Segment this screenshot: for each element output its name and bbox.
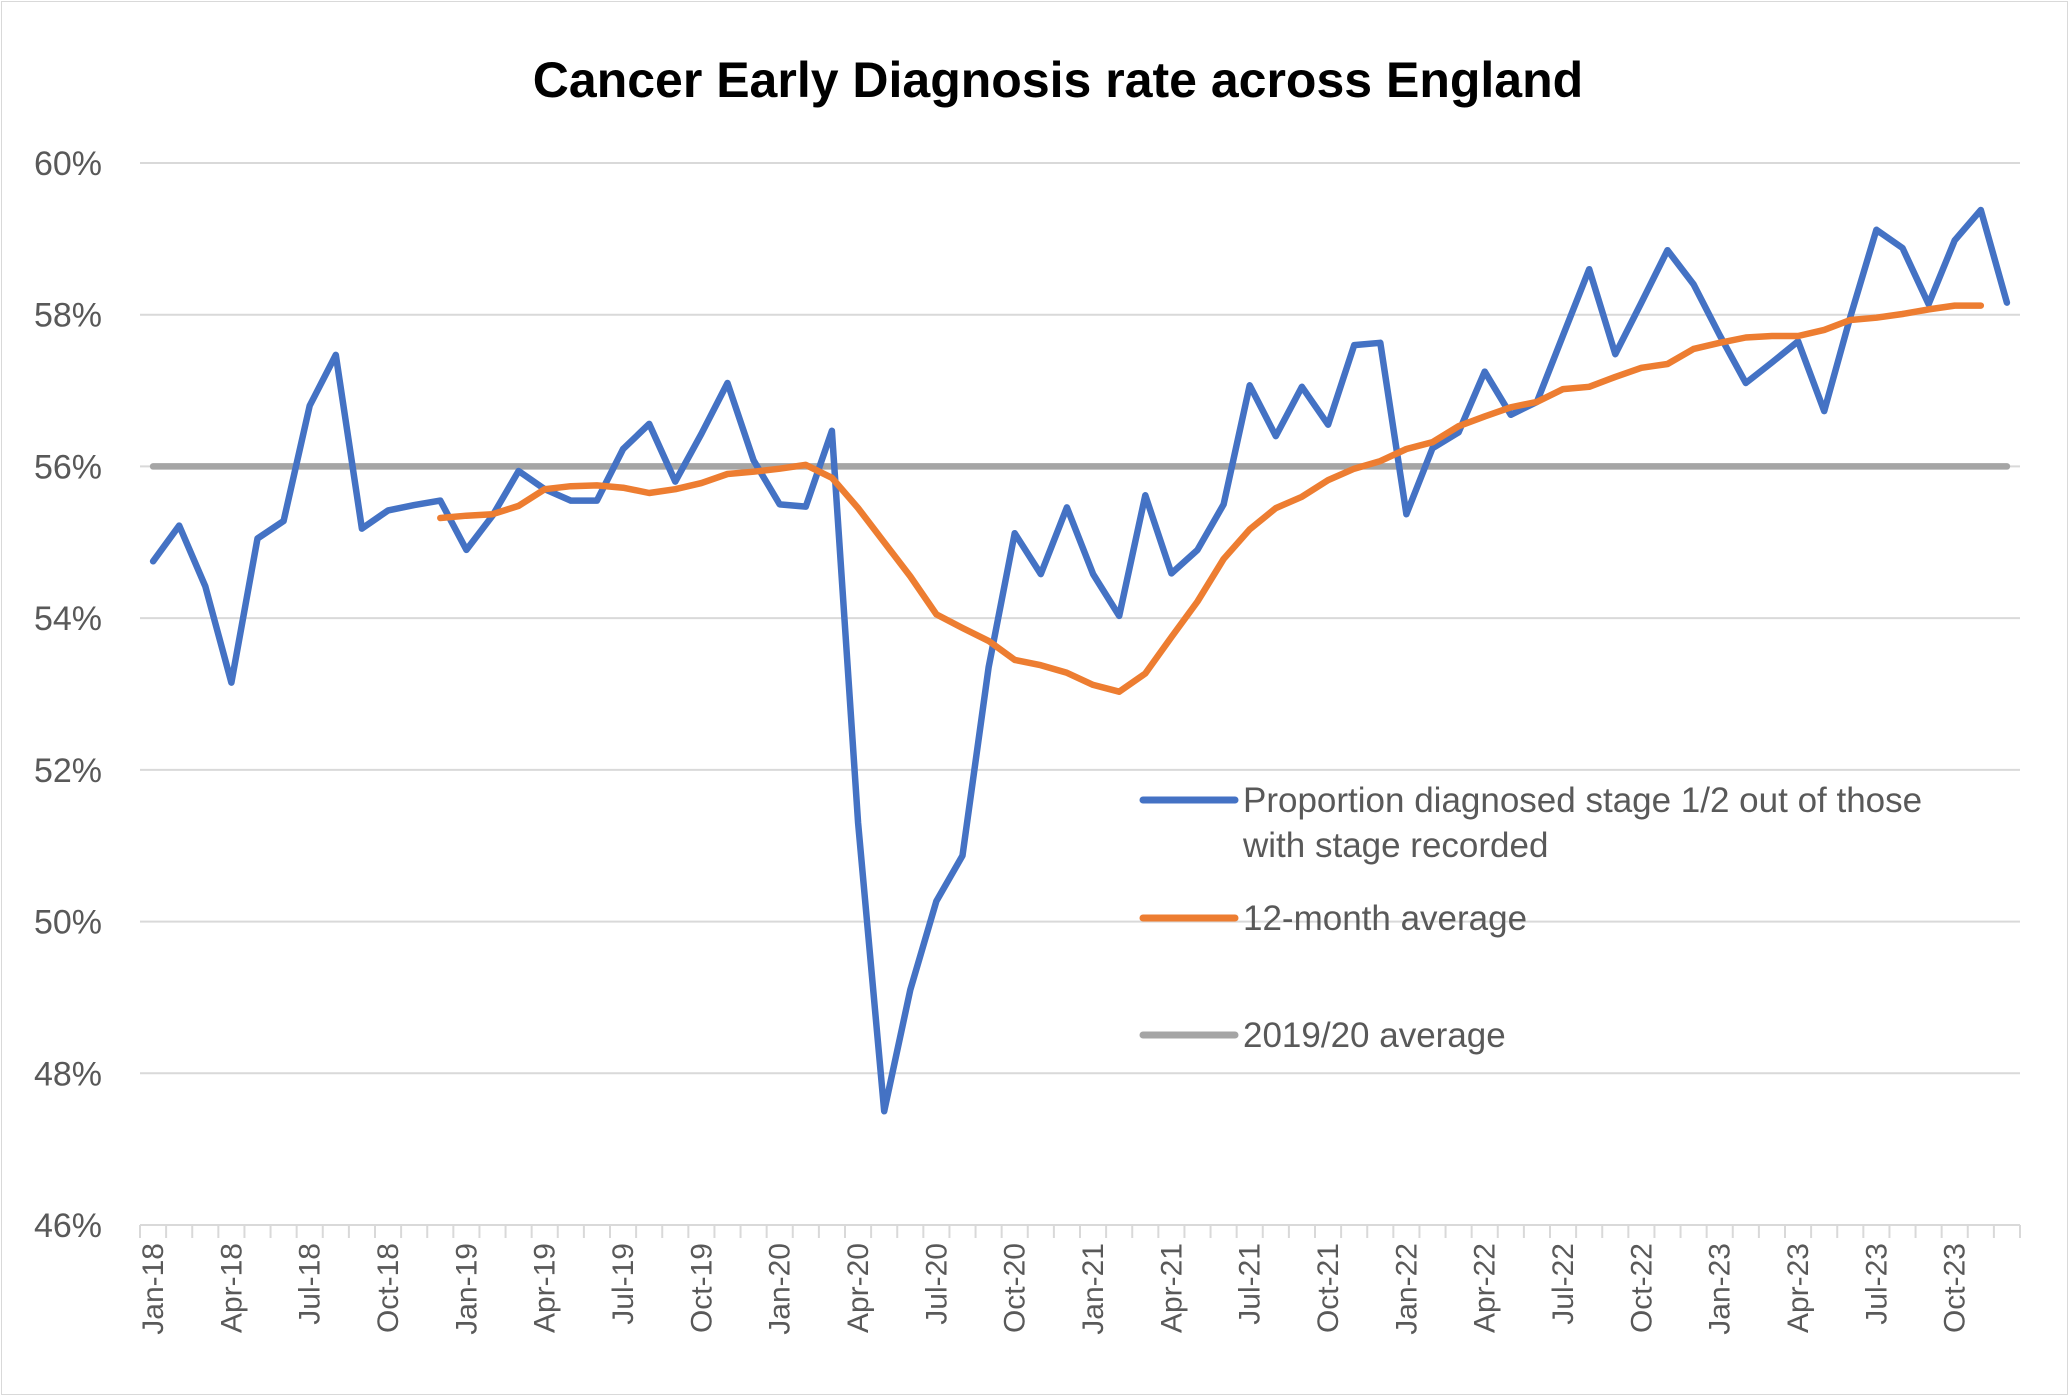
legend-label: 12-month average [1243, 899, 1527, 938]
y-tick-label: 58% [34, 297, 102, 335]
x-tick-label: Jul-19 [607, 1243, 640, 1325]
x-tick-label: Oct-19 [685, 1243, 718, 1333]
x-tick-label: Apr-22 [1469, 1243, 1502, 1333]
x-tick-label: Apr-18 [215, 1243, 248, 1333]
blue-series-line [149, 206, 2011, 1115]
x-tick-label: Jul-23 [1860, 1243, 1893, 1325]
x-tick-label: Jan-23 [1704, 1243, 1737, 1335]
legend: Proportion diagnosed stage 1/2 out of th… [1139, 781, 1922, 1055]
y-tick-label: 48% [34, 1055, 102, 1093]
x-tick-label: Apr-21 [1155, 1243, 1188, 1333]
y-tick-label: 56% [34, 448, 102, 486]
x-tick-label: Oct-22 [1625, 1243, 1658, 1333]
x-tick-label: Jul-20 [920, 1243, 953, 1325]
gridlines [140, 162, 2020, 1075]
y-tick-label: 50% [34, 904, 102, 942]
x-tick-label: Apr-23 [1782, 1243, 1815, 1333]
y-tick-label: 60% [34, 145, 102, 183]
legend-label: Proportion diagnosed stage 1/2 out of th… [1242, 781, 1922, 865]
y-tick-label: 46% [34, 1207, 102, 1245]
x-tick-label: Oct-21 [1312, 1243, 1345, 1333]
x-tick-label: Jan-18 [137, 1243, 170, 1335]
series-lines [149, 206, 2011, 1115]
x-tick-label: Jan-22 [1390, 1243, 1423, 1335]
x-tick-label: Apr-20 [842, 1243, 875, 1333]
x-tick-label: Apr-19 [529, 1243, 562, 1333]
orange-series-line [437, 302, 1985, 695]
x-tick-label: Jul-22 [1547, 1243, 1580, 1325]
x-tick-label: Oct-18 [372, 1243, 405, 1333]
x-tick-label: Jan-20 [764, 1243, 797, 1335]
y-tick-label: 52% [34, 752, 102, 790]
legend-label: 2019/20 average [1243, 1016, 1506, 1055]
y-tick-label: 54% [34, 600, 102, 638]
x-axis: Jan-18 Apr-18 Jul-18 Oct-18 Jan-19 Apr-19 Jul-… [137, 1224, 2021, 1335]
x-tick-label: Jan-19 [450, 1243, 483, 1335]
x-tick-label: Oct-20 [999, 1243, 1032, 1333]
x-tick-label: Jul-21 [1234, 1243, 1267, 1325]
chart-title: Cancer Early Diagnosis rate across Engla… [533, 52, 1583, 108]
x-tick-label: Jan-21 [1077, 1243, 1110, 1335]
x-tick-label: Jul-18 [294, 1243, 327, 1325]
y-axis-tick-labels: 46% 48% 50% 52% 54% 56% 58% 60% [34, 145, 102, 1245]
x-tick-label: Oct-23 [1939, 1243, 1972, 1333]
